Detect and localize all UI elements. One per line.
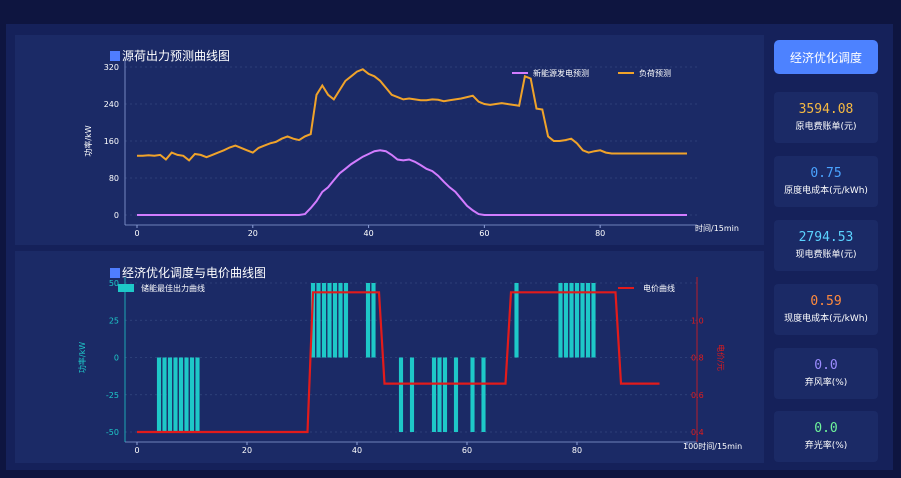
y-tick-label: 25 bbox=[109, 316, 119, 325]
card-orig-cost: 0.75 原度电成本(元/kWh) bbox=[774, 156, 878, 207]
forecast-panel: 源荷出力预测曲线图 0 80 160 240 320 0 20 40 60 80 时间/15min 功… bbox=[15, 35, 764, 245]
legend-label: 新能源发电预测 bbox=[533, 68, 589, 78]
storage-bar bbox=[558, 283, 563, 358]
card-value: 2794.53 bbox=[798, 230, 854, 245]
forecast-chart-title: 源荷出力预测曲线图 bbox=[110, 47, 230, 64]
storage-bar bbox=[563, 283, 569, 358]
legend-swatch bbox=[118, 284, 134, 292]
x-axis-label: 时间/15min bbox=[695, 223, 739, 233]
x-tick-label: 20 bbox=[248, 229, 258, 238]
series-line bbox=[137, 149, 687, 216]
price-line bbox=[137, 291, 660, 434]
storage-bar bbox=[470, 357, 475, 432]
card-label: 现电费账单(元) bbox=[795, 250, 857, 260]
forecast-title-text: 源荷出力预测曲线图 bbox=[122, 49, 231, 63]
storage-bar bbox=[442, 357, 448, 432]
storage-bar bbox=[437, 357, 442, 432]
storage-bar bbox=[338, 283, 343, 358]
y-tick-label: 160 bbox=[104, 137, 119, 146]
y-tick-label: 80 bbox=[109, 174, 119, 183]
x-tick-label: 80 bbox=[595, 229, 605, 238]
dispatch-title-text: 经济优化调度与电价曲线图 bbox=[122, 266, 267, 280]
storage-bar bbox=[371, 283, 376, 358]
x-tick-label: 0 bbox=[134, 446, 139, 455]
storage-bar bbox=[316, 283, 321, 358]
title-square-icon bbox=[110, 50, 120, 61]
title-square-icon bbox=[110, 267, 120, 278]
legend-label: 负荷预测 bbox=[639, 68, 671, 78]
storage-bar bbox=[184, 357, 189, 432]
storage-bar bbox=[431, 357, 437, 432]
x-tick-label: 40 bbox=[352, 446, 362, 455]
card-solar-curtail: 0.0 弃光率(%) bbox=[774, 411, 878, 462]
forecast-chart: 0 80 160 240 320 0 20 40 60 80 时间/15min 功率/kW 新能源发电预… bbox=[83, 61, 739, 238]
x-tick-label: 80 bbox=[572, 446, 582, 455]
card-orig-bill: 3594.08 原电费账单(元) bbox=[774, 92, 878, 143]
y-tick-label: 0 bbox=[114, 211, 119, 220]
storage-bar bbox=[574, 283, 580, 358]
card-label: 现度电成本(元/kWh) bbox=[784, 314, 868, 324]
optimize-button[interactable]: 经济优化调度 bbox=[774, 40, 878, 74]
storage-bar bbox=[365, 283, 371, 358]
y-tick-label: -50 bbox=[106, 428, 119, 437]
storage-bar bbox=[343, 283, 349, 358]
storage-bar bbox=[162, 357, 167, 432]
storage-bar bbox=[569, 283, 574, 358]
y-axis-label: 功率/kW bbox=[83, 125, 93, 156]
y-tick-label: -25 bbox=[106, 391, 119, 400]
storage-bar bbox=[580, 283, 585, 358]
x-tick-label: 0 bbox=[134, 229, 139, 238]
x-axis-label: 100时间/15min bbox=[683, 441, 742, 451]
legend-label: 储能最佳出力曲线 bbox=[141, 283, 205, 293]
y-tick-label: 320 bbox=[104, 63, 119, 72]
storage-bar bbox=[591, 283, 596, 358]
dispatch-chart-title: 经济优化调度与电价曲线图 bbox=[110, 264, 266, 281]
storage-bar bbox=[481, 357, 486, 432]
y-tick-label: 0 bbox=[114, 354, 119, 363]
card-label: 弃风率(%) bbox=[804, 378, 848, 388]
storage-bar bbox=[585, 283, 591, 358]
card-value: 0.75 bbox=[810, 166, 842, 181]
storage-bar bbox=[327, 283, 332, 358]
card-value: 3594.08 bbox=[798, 102, 854, 117]
dispatch-chart: -50-25025500.40.60.81.0020406080100时间/15… bbox=[77, 277, 742, 455]
card-label: 原电费账单(元) bbox=[795, 122, 857, 132]
x-tick-label: 60 bbox=[479, 229, 489, 238]
card-label: 弃光率(%) bbox=[804, 441, 848, 451]
x-tick-label: 20 bbox=[242, 446, 252, 455]
series-line bbox=[137, 68, 687, 162]
card-value: 0.59 bbox=[810, 294, 842, 309]
card-new-bill: 2794.53 现电费账单(元) bbox=[774, 220, 878, 271]
storage-bar bbox=[409, 357, 415, 432]
y-axis-label: 功率/kW bbox=[77, 342, 87, 373]
y2-axis-label: 电价/元 bbox=[716, 344, 726, 371]
storage-bar bbox=[332, 283, 338, 358]
dispatch-panel: 经济优化调度与电价曲线图 -50-25025500.40.60.81.00204… bbox=[15, 251, 764, 463]
card-new-cost: 0.59 现度电成本(元/kWh) bbox=[774, 284, 878, 335]
x-tick-label: 60 bbox=[462, 446, 472, 455]
storage-bar bbox=[167, 357, 173, 432]
storage-bar bbox=[514, 283, 519, 358]
storage-bar bbox=[189, 357, 195, 432]
y-tick-label: 240 bbox=[104, 100, 119, 109]
card-wind-curtail: 0.0 弃风率(%) bbox=[774, 348, 878, 399]
legend-label: 电价曲线 bbox=[643, 283, 675, 293]
storage-bar bbox=[398, 357, 404, 432]
card-value: 0.0 bbox=[814, 421, 838, 436]
storage-bar bbox=[321, 283, 327, 358]
card-label: 原度电成本(元/kWh) bbox=[784, 186, 868, 196]
y-tick-label: 50 bbox=[109, 279, 119, 288]
storage-bar bbox=[173, 357, 178, 432]
storage-bar bbox=[178, 357, 184, 432]
card-value: 0.0 bbox=[814, 358, 838, 373]
storage-bar bbox=[156, 357, 162, 432]
storage-bar bbox=[195, 357, 200, 432]
x-tick-label: 40 bbox=[363, 229, 373, 238]
storage-bar bbox=[453, 357, 459, 432]
